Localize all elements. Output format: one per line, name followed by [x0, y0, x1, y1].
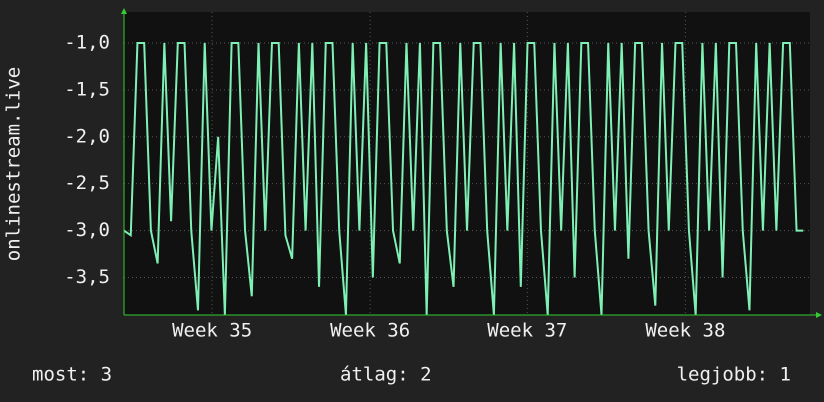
- x-arrow: [816, 312, 822, 318]
- y-tick-label: -3,5: [64, 266, 110, 288]
- footer-current: most: 3: [32, 364, 112, 386]
- y-tick-label: -1,0: [64, 31, 110, 53]
- plot: [123, 41, 804, 316]
- y-tick-label: -2,5: [64, 172, 110, 194]
- x-tick-label: Week 35: [172, 320, 252, 342]
- y-axis-label: onlinestream.live: [3, 67, 25, 261]
- x-tick-label: Week 37: [487, 320, 567, 342]
- y-tick-label: -2,0: [64, 125, 110, 147]
- y-arrow: [121, 8, 127, 14]
- footer-best: legjobb: 1: [677, 364, 791, 386]
- grid: [124, 12, 810, 315]
- y-tick-label: -3,0: [64, 219, 110, 241]
- x-tick-label: Week 36: [330, 320, 410, 342]
- data-line: [123, 41, 804, 316]
- x-tick-label: Week 38: [645, 320, 725, 342]
- footer-average: átlag: 2: [340, 364, 432, 386]
- y-tick-label: -1,5: [64, 78, 110, 100]
